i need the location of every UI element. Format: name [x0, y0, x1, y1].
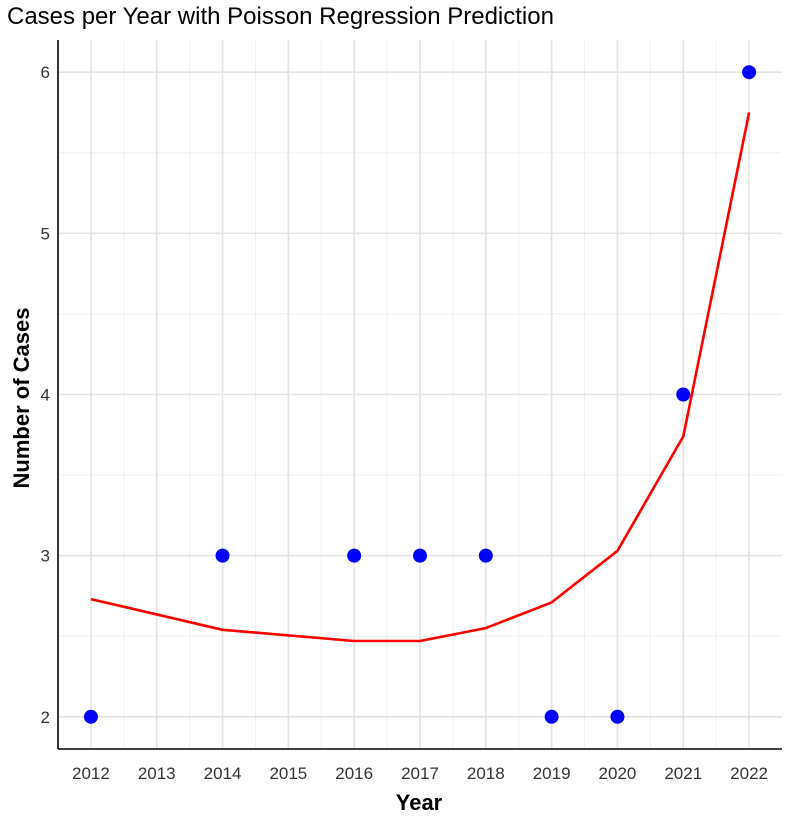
x-tick-label: 2014	[204, 764, 242, 783]
series-layer	[83, 65, 757, 724]
x-tick-label: 2013	[138, 764, 176, 783]
y-tick-label: 2	[41, 708, 50, 727]
x-tick-label: 2018	[467, 764, 505, 783]
x-tick-label: 2016	[335, 764, 373, 783]
x-axis-title: Year	[396, 790, 443, 815]
x-tick-label: 2019	[533, 764, 571, 783]
data-point	[742, 65, 757, 80]
data-point	[610, 709, 625, 724]
y-tick-label: 6	[41, 63, 50, 82]
data-point	[478, 548, 493, 563]
data-point	[347, 548, 362, 563]
data-point	[83, 709, 98, 724]
chart-title: Cases per Year with Poisson Regression P…	[7, 3, 554, 30]
x-tick-label: 2012	[72, 764, 110, 783]
grid	[58, 40, 782, 749]
x-tick-label: 2017	[401, 764, 439, 783]
axes	[57, 40, 782, 750]
tick-labels: 2012 2013 2014 2015 2016 2017 2018 2019 2020 2021…	[41, 63, 768, 783]
data-point	[544, 709, 559, 724]
x-tick-label: 2021	[664, 764, 702, 783]
x-tick-label: 2020	[599, 764, 637, 783]
x-tick-label: 2015	[269, 764, 307, 783]
y-tick-label: 4	[41, 386, 50, 405]
prediction-line	[90, 112, 751, 643]
data-point	[676, 387, 691, 402]
x-tick-label: 2022	[730, 764, 768, 783]
y-tick-label: 3	[41, 547, 50, 566]
y-tick-label: 5	[41, 224, 50, 243]
data-point	[215, 548, 230, 563]
y-axis-title: Number of Cases	[9, 308, 34, 489]
data-point	[413, 548, 427, 563]
